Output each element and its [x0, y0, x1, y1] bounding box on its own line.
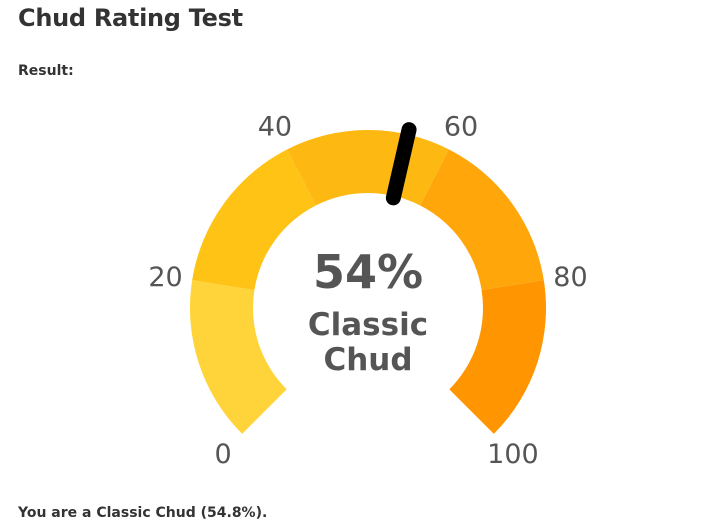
- gauge-band-4: [449, 280, 547, 434]
- result-label: Result:: [18, 63, 74, 79]
- result-summary: You are a Classic Chud (54.8%).: [18, 505, 268, 521]
- needle-line: [385, 122, 417, 206]
- gauge-tick-label: 0: [214, 439, 231, 470]
- gauge-band-3: [420, 149, 544, 291]
- gauge-band-1: [192, 149, 316, 291]
- gauge-tick-label: 40: [258, 111, 292, 142]
- gauge-tick-label: 20: [148, 262, 182, 293]
- gauge-tick-label: 100: [487, 439, 539, 470]
- gauge-band-2: [287, 130, 449, 206]
- gauge-needle: [385, 122, 417, 206]
- gauge-category-line-2: Chud: [323, 342, 412, 378]
- gauge-tick-label: 80: [553, 262, 587, 293]
- gauge-band-0: [190, 280, 287, 434]
- gauge-tick-label: 60: [444, 111, 478, 142]
- gauge-bands: [190, 130, 547, 434]
- gauge-tick-labels: 0 20 40 60 80 100: [148, 111, 587, 470]
- page-title: Chud Rating Test: [18, 4, 243, 32]
- gauge-category-line-1: Classic: [308, 307, 428, 343]
- gauge-value-label: 54%: [313, 245, 423, 299]
